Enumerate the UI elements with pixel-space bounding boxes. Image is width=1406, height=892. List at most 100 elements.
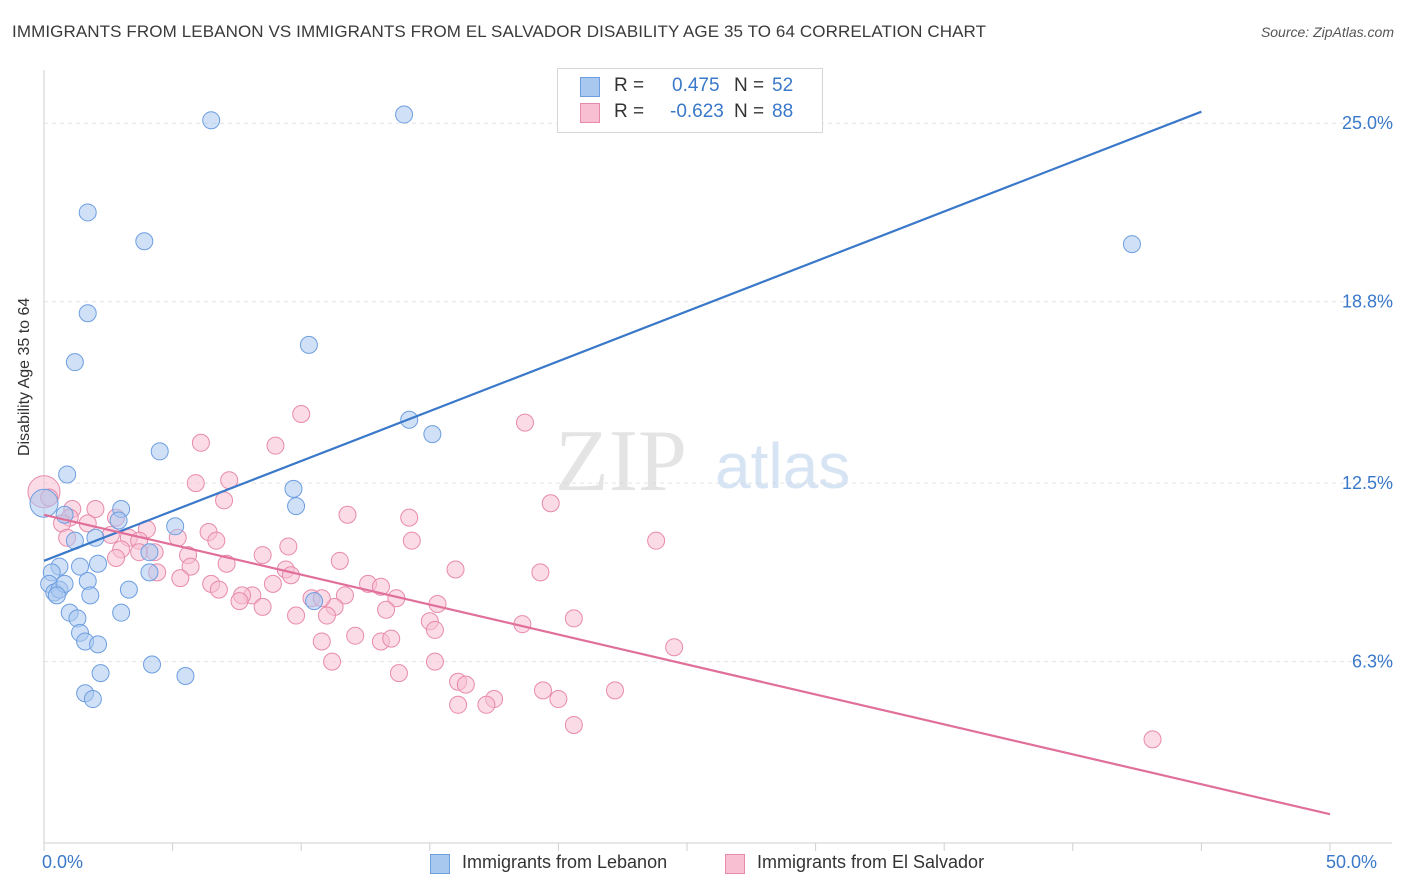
point-lebanon	[202, 111, 221, 130]
point-el-salvador	[323, 652, 342, 671]
point-lebanon	[91, 664, 110, 683]
y-axis-label: Disability Age 35 to 64	[16, 297, 33, 456]
point-el-salvador	[292, 404, 311, 423]
legend-r-value: 0.475	[672, 75, 720, 96]
trend-lines	[43, 110, 1331, 816]
point-el-salvador	[515, 413, 534, 432]
point-el-salvador	[371, 577, 390, 596]
point-el-salvador	[317, 606, 336, 625]
point-el-salvador	[647, 531, 666, 550]
y-tick-label: 6.3%	[1352, 652, 1393, 672]
point-el-salvador	[330, 551, 349, 570]
point-el-salvador	[230, 592, 249, 611]
source-label: Source: ZipAtlas.com	[1260, 24, 1394, 40]
point-lebanon	[29, 488, 59, 518]
point-el-salvador	[207, 531, 226, 550]
point-lebanon	[176, 667, 195, 686]
legend-n-label: N =	[734, 101, 765, 122]
point-lebanon	[47, 586, 66, 605]
point-lebanon	[287, 497, 306, 516]
y-tick-label: 25.0%	[1342, 113, 1393, 133]
point-lebanon	[81, 586, 100, 605]
legend-r-label: R =	[614, 101, 645, 122]
point-lebanon	[166, 517, 185, 536]
point-el-salvador	[564, 715, 583, 734]
point-el-salvador	[549, 690, 568, 709]
point-el-salvador	[346, 626, 365, 645]
legend-n-value: 52	[772, 75, 794, 96]
point-el-salvador	[564, 609, 583, 628]
point-el-salvador	[335, 586, 354, 605]
point-el-salvador	[665, 638, 684, 657]
point-lebanon	[1122, 235, 1141, 254]
point-el-salvador	[253, 597, 272, 616]
point-el-salvador	[171, 569, 190, 588]
point-el-salvador	[266, 436, 285, 455]
point-el-salvador	[533, 681, 552, 700]
point-lebanon	[395, 105, 414, 124]
point-el-salvador	[338, 505, 357, 524]
chart-title: IMMIGRANTS FROM LEBANON VS IMMIGRANTS FR…	[12, 22, 987, 41]
bottom-legend-label-el-salvador: Immigrants from El Salvador	[757, 852, 985, 872]
point-lebanon	[135, 232, 154, 251]
point-el-salvador	[541, 494, 560, 513]
point-el-salvador	[263, 574, 282, 593]
legend-r-value: -0.623	[670, 101, 724, 122]
trend-line-lebanon	[43, 110, 1202, 562]
point-el-salvador	[217, 554, 236, 573]
legend-r-label: R =	[614, 75, 645, 96]
point-lebanon	[71, 557, 90, 576]
point-el-salvador	[209, 580, 228, 599]
x-tick-label-min: 0.0%	[42, 852, 84, 872]
bottom-legend-swatch-lebanon	[430, 854, 450, 874]
point-el-salvador	[456, 675, 475, 694]
point-lebanon	[423, 425, 442, 444]
legend-swatch-lebanon	[580, 77, 600, 97]
points-pink	[27, 404, 1162, 749]
point-el-salvador	[191, 433, 210, 452]
point-lebanon	[78, 203, 97, 222]
point-lebanon	[150, 442, 169, 461]
point-el-salvador	[402, 531, 421, 550]
legend-n-value: 88	[772, 101, 794, 122]
watermark: ZIP atlas	[555, 413, 850, 510]
point-lebanon	[89, 554, 108, 573]
point-el-salvador	[449, 695, 468, 714]
y-tick-labels: 6.3% 12.5% 18.8% 25.0%	[1342, 113, 1393, 671]
point-el-salvador	[605, 681, 624, 700]
point-el-salvador	[400, 508, 419, 527]
point-el-salvador	[377, 600, 396, 619]
legend-swatch-el-salvador	[580, 103, 600, 123]
point-lebanon	[112, 603, 131, 622]
point-el-salvador	[389, 664, 408, 683]
point-lebanon	[89, 635, 108, 654]
point-lebanon	[305, 592, 324, 611]
point-el-salvador	[312, 632, 331, 651]
bottom-legend-label-lebanon: Immigrants from Lebanon	[462, 852, 668, 872]
grid	[44, 122, 1392, 663]
axes	[43, 70, 1392, 851]
point-el-salvador	[181, 557, 200, 576]
watermark-zip: ZIP	[555, 413, 687, 510]
point-el-salvador	[186, 474, 205, 493]
point-lebanon	[58, 465, 77, 484]
point-el-salvador	[107, 548, 126, 567]
legend: R = 0.475 N = 52 R = -0.623 N = 88	[557, 68, 823, 133]
point-lebanon	[119, 580, 138, 599]
point-el-salvador	[531, 563, 550, 582]
trend-line-el-salvador	[43, 513, 1331, 816]
point-el-salvador	[253, 546, 272, 565]
point-lebanon	[284, 479, 303, 498]
point-el-salvador	[425, 652, 444, 671]
y-tick-label: 18.8%	[1342, 292, 1393, 312]
point-el-salvador	[1143, 730, 1162, 749]
point-lebanon	[83, 690, 102, 709]
bottom-legend-swatch-el-salvador	[725, 854, 745, 874]
point-lebanon	[140, 563, 159, 582]
point-el-salvador	[287, 606, 306, 625]
point-el-salvador	[425, 620, 444, 639]
y-tick-label: 12.5%	[1342, 473, 1393, 493]
point-el-salvador	[446, 560, 465, 579]
point-lebanon	[143, 655, 162, 674]
